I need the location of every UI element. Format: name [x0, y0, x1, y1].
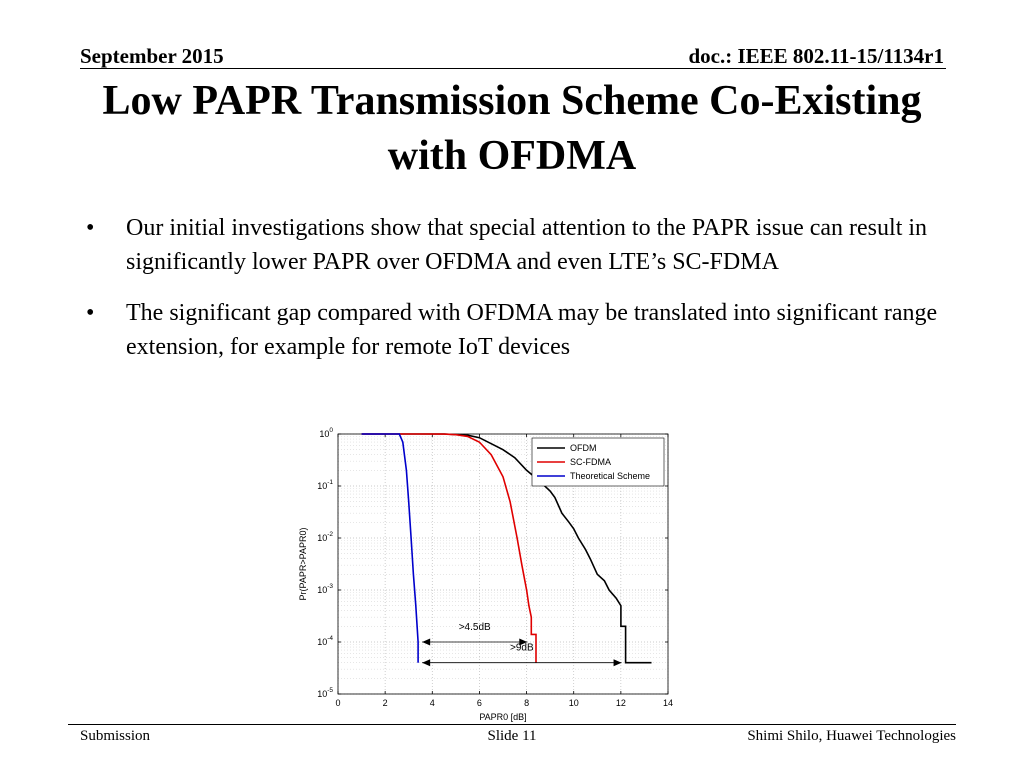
x-tick-label: 6	[477, 698, 482, 708]
x-tick-label: 4	[430, 698, 435, 708]
x-tick-label: 8	[524, 698, 529, 708]
y-tick-label: 10-1	[317, 479, 333, 491]
header-date: September 2015	[80, 44, 224, 68]
y-tick-label: 10-2	[317, 531, 333, 543]
bullet-icon: •	[86, 215, 95, 241]
bullet-text: The significant gap compared with OFDMA …	[126, 300, 938, 360]
x-tick-label: 0	[335, 698, 340, 708]
bullet-list: • Our initial investigations show that sp…	[80, 211, 950, 381]
x-tick-label: 12	[616, 698, 626, 708]
series-line	[361, 433, 419, 663]
series-line	[361, 433, 652, 664]
x-tick-label: 14	[663, 698, 673, 708]
gap-arrow-head	[613, 659, 622, 667]
bullet-item: • The significant gap compared with OFDMA…	[80, 296, 950, 364]
legend-label: OFDM	[570, 443, 597, 453]
header-doc-id: doc.: IEEE 802.11-15/1134r1	[688, 44, 944, 68]
papr-ccdf-chart: 0 2 4 6 8 10 12 14 100 10-1 10-2 10-3 10-4 10-5 PAPR0 …	[298, 427, 673, 722]
y-tick-label: 10-3	[317, 583, 333, 595]
bullet-text: Our initial investigations show that spe…	[126, 215, 928, 275]
footer-divider	[68, 724, 956, 725]
y-axis-label: Pr(PAPR>PAPR0)	[298, 528, 308, 601]
y-tick-label: 100	[319, 427, 333, 439]
x-tick-label: 10	[569, 698, 579, 708]
gap-arrow-head	[422, 638, 431, 646]
slide-title: Low PAPR Transmission Scheme Co-Existing…	[102, 78, 922, 179]
legend-label: SC-FDMA	[570, 457, 611, 467]
footer-slide-number: Slide 11	[487, 728, 537, 744]
x-axis-label: PAPR0 [dB]	[479, 712, 526, 722]
y-tick-label: 10-4	[317, 635, 333, 647]
bullet-icon: •	[86, 300, 95, 326]
series-line	[361, 433, 537, 663]
y-tick-label: 10-5	[317, 687, 333, 699]
footer-author: Shimi Shilo, Huawei Technologies	[747, 728, 956, 744]
legend-label: Theoretical Scheme	[570, 471, 650, 481]
plot-frame	[337, 433, 669, 695]
footer-left: Submission	[80, 728, 151, 744]
header-divider	[80, 68, 946, 69]
bullet-item: • Our initial investigations show that sp…	[80, 211, 950, 279]
gap-annotation-label: >9dB	[510, 643, 534, 654]
x-tick-label: 2	[383, 698, 388, 708]
gap-arrow-head	[422, 659, 431, 667]
gap-arrow-head	[519, 638, 528, 646]
gap-annotation-label: >4.5dB	[459, 622, 491, 633]
